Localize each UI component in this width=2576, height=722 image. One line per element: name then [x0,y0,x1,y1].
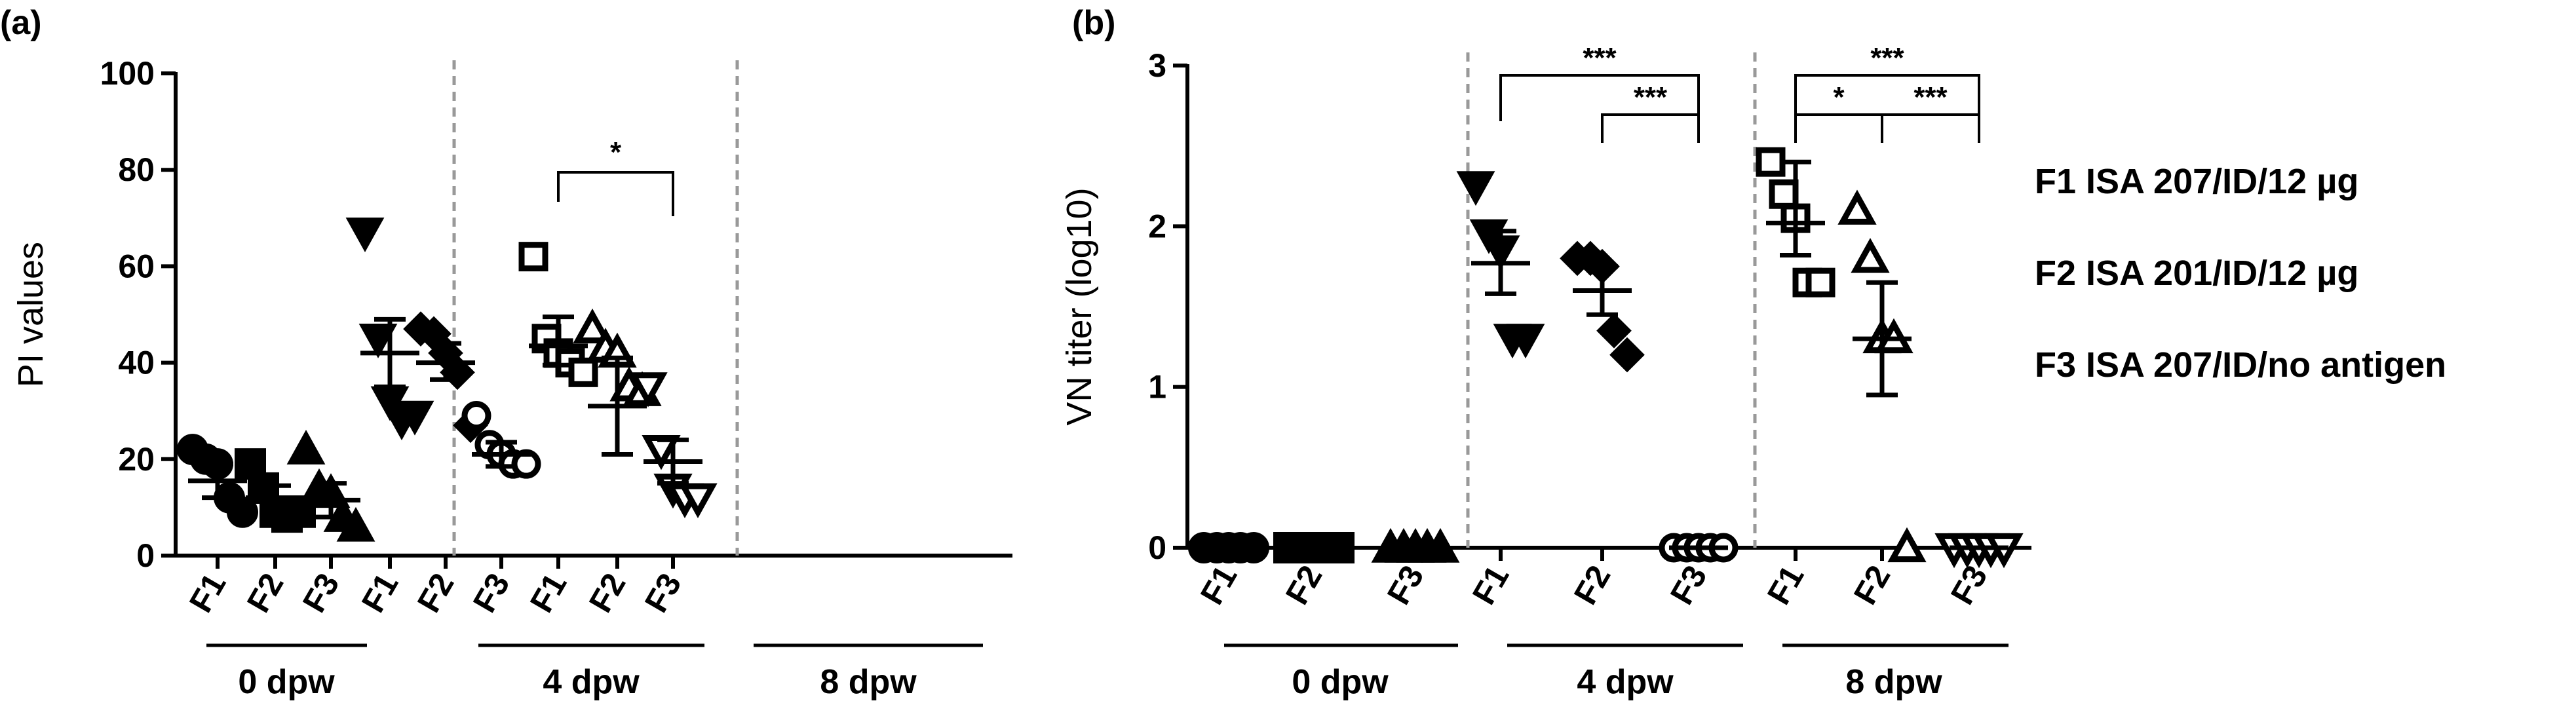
panel-letter: (a) [0,4,42,42]
x-tick-label: F3 [1944,560,1995,611]
data-point [395,400,434,436]
data-series [1371,527,1460,563]
x-tick-label: F1 [355,567,406,619]
data-point [1609,337,1645,373]
significance-label: * [1833,81,1845,113]
data-point [358,324,398,358]
panel-letter: (b) [1072,4,1115,42]
data-point [227,496,258,528]
data-point [1805,267,1836,297]
significance-bracket [1881,113,1980,143]
x-tick-label: F3 [638,567,689,619]
x-tick-label: F3 [296,567,347,619]
group-label: 0 dpw [238,663,335,701]
data-point [461,401,491,431]
data-point [1837,189,1877,225]
x-tick-label: F1 [1193,560,1244,611]
data-point [1851,238,1890,273]
data-point [345,218,385,252]
data-series [461,401,541,479]
data-point [568,357,598,387]
x-tick-label: F2 [582,567,633,619]
data-series [1188,532,1269,563]
x-tick-label: F3 [466,567,517,619]
y-tick-label: 2 [1148,208,1166,244]
x-tick-label: F1 [1465,560,1516,611]
data-series [1837,189,1927,563]
group-label: 0 dpw [1292,663,1389,701]
data-series [345,218,434,441]
significance-bracket [1794,113,1883,143]
y-tick-label: 3 [1148,47,1166,84]
data-point [1596,313,1632,349]
significance-bracket [1499,74,1700,121]
data-point [336,506,375,542]
x-tick-label: F3 [1663,560,1714,611]
x-tick-label: F2 [240,567,291,619]
data-point [1756,147,1786,177]
data-series [286,429,375,542]
data-point [1506,324,1545,359]
data-series [1659,533,1739,563]
data-point [573,308,612,344]
x-tick-label: F2 [1278,560,1330,611]
y-tick-label: 40 [118,345,155,381]
group-label: 8 dpw [820,663,917,701]
data-point [518,242,548,272]
y-axis-label: PI values [11,242,50,387]
legend-entry-f3: F3 ISA 207/ID/no antigen [2035,345,2446,385]
data-series [235,448,316,533]
x-tick-label: F2 [410,567,461,619]
significance-label: *** [1913,81,1948,113]
group-label: 8 dpw [1845,663,1942,701]
data-series [1456,171,1545,359]
data-series [518,242,598,387]
data-series [1934,533,2024,569]
y-tick-label: 80 [118,151,155,188]
x-tick-label: F2 [1847,560,1898,611]
data-point [1887,527,1927,563]
x-tick-label: F1 [1760,560,1811,611]
x-tick-label: F2 [1567,560,1618,611]
group-label: 4 dpw [1577,663,1674,701]
y-tick-label: 100 [100,55,155,92]
data-series [628,372,718,518]
group-label: 4 dpw [543,663,640,701]
significance-label: *** [1583,42,1617,74]
data-point [286,429,326,465]
data-series [177,434,258,528]
significance-bracket [1794,74,1980,121]
data-series [1560,240,1645,373]
significance-bracket [557,171,674,216]
x-tick-label: F1 [523,567,574,619]
data-series [1756,147,1836,297]
y-tick-label: 60 [118,248,155,284]
legend-entry-f1: F1 ISA 207/ID/12 µg [2035,162,2358,201]
y-tick-label: 1 [1148,369,1166,406]
data-point [678,483,718,518]
y-tick-label: 0 [1148,529,1166,566]
significance-label: * [610,136,622,168]
significance-label: *** [1870,42,1904,74]
data-point [628,372,668,408]
panel-b-chart: (b) VN titer (log10) 0 1 2 3 F1 F2 F3 F1 F2 F3 F1 F2 F… [1060,4,2031,701]
data-point [1456,171,1495,206]
legend-entry-f2: F2 ISA 201/ID/12 µg [2035,254,2358,293]
legend: F1 ISA 207/ID/12 µg F2 ISA 201/ID/12 µg … [2035,162,2446,385]
significance-bracket [1601,113,1700,143]
x-tick-label: F3 [1380,560,1431,611]
y-axis-label: VN titer (log10) [1060,187,1099,425]
data-series [1273,532,1355,563]
y-tick-label: 0 [136,537,155,574]
y-tick-label: 20 [118,441,155,478]
x-tick-label: F1 [182,567,233,619]
data-point [1769,179,1799,209]
significance-label: *** [1634,81,1668,113]
